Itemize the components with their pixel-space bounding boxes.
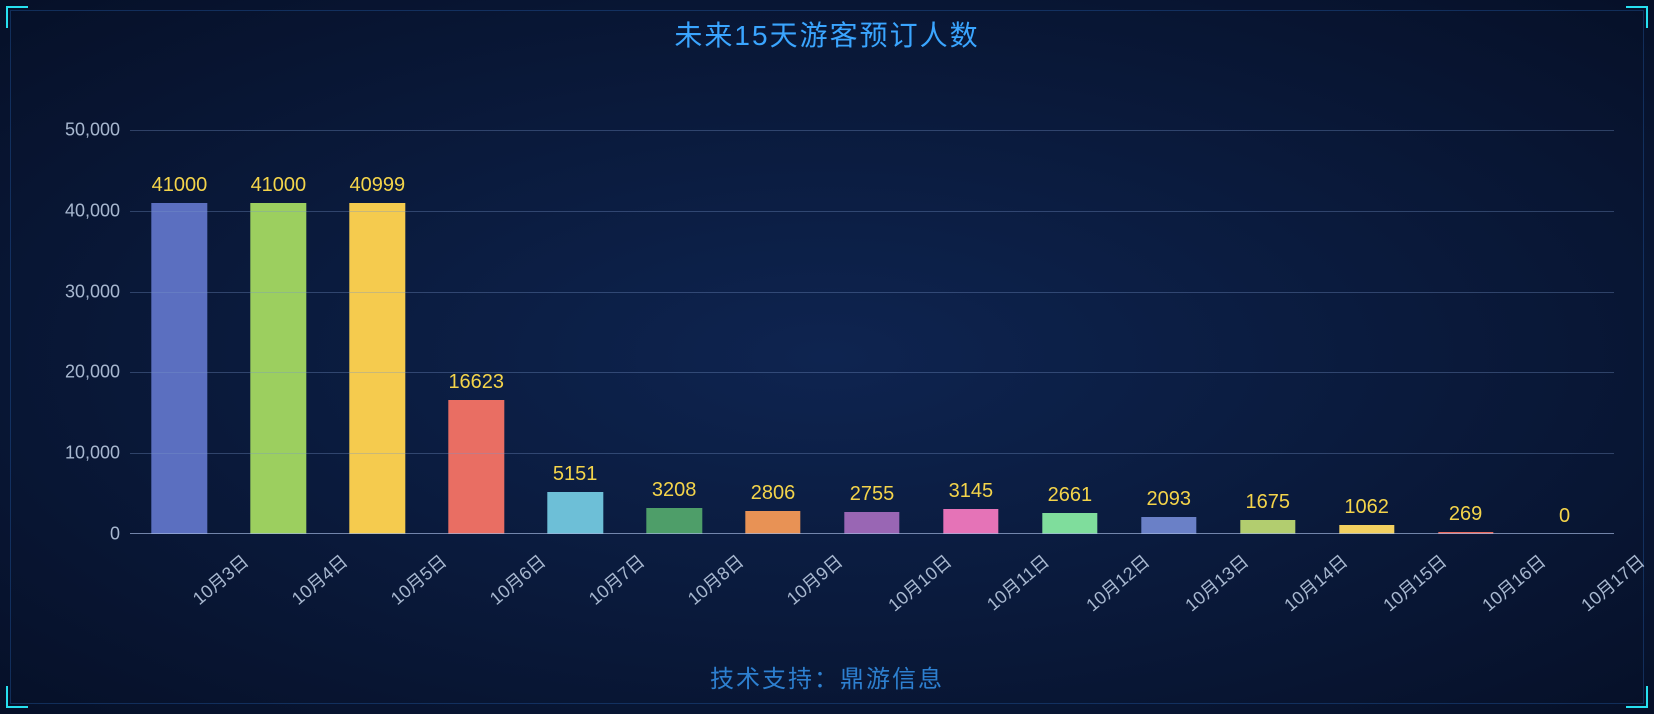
bar [943,509,998,534]
plot-area: 4100010月3日4100010月4日4099910月5日1662310月6日… [130,130,1614,534]
bar-slot: 515110月7日 [526,130,625,534]
bar-slot: 266110月12日 [1020,130,1119,534]
bar-value-label: 3208 [652,479,697,502]
footer-credit: 技术支持：鼎游信息 [0,659,1654,694]
x-axis-line [130,533,1614,534]
x-tick-label: 10月11日 [980,548,1054,616]
x-tick-label: 10月10日 [882,548,957,617]
dashboard-panel: 未来15天游客预订人数 4100010月3日4100010月4日4099910月… [0,0,1654,714]
bar-slot: 010月17日 [1515,130,1614,534]
bar-value-label: 40999 [350,174,406,197]
bar-value-label: 2755 [850,483,895,506]
bar-slot: 314510月11日 [921,130,1020,534]
bar-value-label: 0 [1559,505,1570,528]
x-tick-label: 10月15日 [1376,548,1451,617]
bar-slot: 280610月9日 [724,130,823,534]
x-tick-label: 10月16日 [1475,548,1550,617]
booking-bar-chart: 4100010月3日4100010月4日4099910月5日1662310月6日… [50,80,1624,604]
gridline [130,372,1614,373]
x-tick-label: 10月3日 [187,548,254,610]
bar-slot: 4100010月4日 [229,130,328,534]
bar-slot: 26910月16日 [1416,130,1515,534]
bar-value-label: 2093 [1147,488,1192,511]
x-tick-label: 10月7日 [583,548,650,610]
bar-slot: 1662310月6日 [427,130,526,534]
x-tick-label: 10月12日 [1080,548,1155,617]
y-tick-label: 10,000 [65,443,120,464]
x-tick-label: 10月6日 [484,548,551,610]
x-tick-label: 10月9日 [780,548,847,610]
bar-slot: 167510月14日 [1218,130,1317,534]
bar-value-label: 2661 [1048,484,1093,507]
bar [844,512,899,534]
bar-value-label: 1062 [1344,496,1389,519]
bar-value-label: 1675 [1245,491,1290,514]
gridline [130,453,1614,454]
bar [646,508,701,534]
bar [251,203,306,534]
gridline [130,130,1614,131]
bar-value-label: 3145 [949,480,994,503]
bar [1240,520,1295,534]
x-tick-label: 10月13日 [1179,548,1254,617]
bar-value-label: 41000 [152,174,208,197]
bar-slot: 209310月13日 [1119,130,1218,534]
bar-value-label: 5151 [553,463,598,486]
gridline [130,292,1614,293]
y-tick-label: 50,000 [65,120,120,141]
bar [350,203,405,534]
bar-value-label: 41000 [251,174,307,197]
bar-slot: 4099910月5日 [328,130,427,534]
y-tick-label: 0 [110,524,120,545]
bar-value-label: 269 [1449,503,1482,526]
bar [547,492,602,534]
gridline [130,211,1614,212]
y-tick-label: 40,000 [65,200,120,221]
x-tick-label: 10月8日 [682,548,749,610]
bar-slot: 106210月15日 [1317,130,1416,534]
bar [1042,513,1097,535]
bar [449,400,504,534]
bars-container: 4100010月3日4100010月4日4099910月5日1662310月6日… [130,130,1614,534]
bar [1141,517,1196,534]
x-tick-label: 10月14日 [1278,548,1353,617]
bar-value-label: 16623 [448,371,504,394]
bar-value-label: 2806 [751,482,796,505]
x-tick-label: 10月5日 [385,548,452,610]
bar [745,511,800,534]
bar-slot: 4100010月3日 [130,130,229,534]
y-tick-label: 30,000 [65,281,120,302]
chart-title: 未来15天游客预订人数 [0,14,1654,54]
bar-slot: 320810月8日 [625,130,724,534]
bar [152,203,207,534]
bar-slot: 275510月10日 [823,130,922,534]
x-tick-label: 10月17日 [1574,548,1649,617]
y-tick-label: 20,000 [65,362,120,383]
x-tick-label: 10月4日 [286,548,353,610]
